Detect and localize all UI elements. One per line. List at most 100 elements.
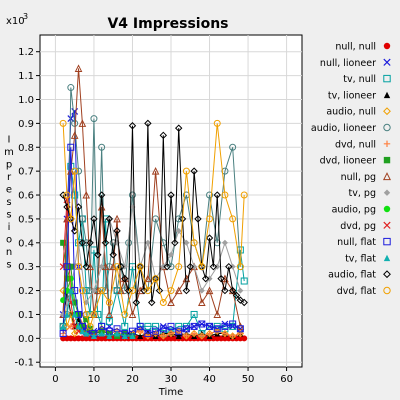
data-point — [98, 330, 105, 337]
data-point — [383, 123, 391, 132]
y-axis-label-char: s — [6, 197, 11, 208]
data-point — [117, 262, 125, 271]
data-point — [232, 291, 241, 300]
data-point — [128, 310, 137, 318]
legend-item: tv, flat — [345, 253, 391, 264]
data-point — [237, 287, 244, 294]
data-point — [67, 84, 75, 92]
data-point — [221, 191, 229, 199]
data-point — [191, 263, 198, 270]
data-point — [205, 286, 214, 295]
data-point — [101, 239, 110, 247]
y-multiplier: x10 3 — [6, 12, 28, 27]
data-point — [90, 287, 97, 294]
data-point — [78, 287, 86, 295]
data-point — [190, 310, 198, 318]
data-point — [137, 332, 144, 339]
data-point — [214, 263, 221, 270]
data-point — [160, 332, 167, 339]
data-point — [240, 277, 248, 285]
y-tick-label: 0.3 — [18, 262, 34, 273]
y-axis-label-char: p — [6, 160, 12, 171]
data-point — [383, 205, 391, 213]
data-point — [67, 143, 75, 151]
data-point — [136, 327, 144, 335]
data-point — [67, 215, 75, 223]
data-point — [160, 263, 167, 270]
legend-label: dvd, flat — [337, 286, 377, 297]
legend-item: tv, pg — [349, 188, 391, 199]
data-point — [67, 287, 74, 294]
data-point — [75, 167, 83, 175]
data-point — [383, 140, 391, 147]
x-tick-label: 60 — [280, 374, 293, 385]
y-axis-label-char: i — [8, 222, 11, 233]
axis-ticks: 0 10 20 30 40 50 60 -0.1 0.0 0.1 0.2 0.3 0.4 0.5 0.6 0.… — [14, 47, 292, 385]
data-point — [83, 316, 90, 323]
data-point — [67, 263, 74, 270]
data-point — [82, 190, 91, 199]
data-point — [67, 275, 74, 282]
data-point — [240, 298, 248, 307]
data-point — [175, 263, 183, 271]
data-point — [90, 115, 98, 123]
y-axis-label-char: o — [6, 235, 12, 246]
data-point — [383, 156, 391, 164]
data-point — [236, 263, 244, 271]
data-point — [198, 320, 206, 328]
data-point — [63, 191, 71, 199]
data-point — [174, 124, 183, 132]
data-point — [59, 263, 67, 271]
data-point — [63, 263, 71, 271]
legend-item: null, null — [335, 42, 391, 53]
legend-item: audio, lioneer — [311, 123, 391, 134]
y-tick-label: 0.6 — [18, 191, 34, 202]
data-point — [136, 322, 144, 330]
data-point — [71, 311, 78, 318]
data-point — [67, 167, 75, 175]
data-point — [94, 310, 102, 318]
series-line — [62, 123, 245, 303]
y-tick-label: 0.0 — [18, 334, 34, 345]
data-point — [190, 239, 198, 247]
data-point — [63, 275, 70, 282]
data-point — [114, 330, 121, 337]
data-point — [79, 328, 86, 335]
data-point — [113, 214, 121, 223]
legend-item: null, lioneer — [320, 58, 391, 69]
data-point — [213, 310, 222, 318]
data-point — [167, 191, 175, 199]
data-point — [383, 58, 391, 66]
data-point — [167, 298, 175, 307]
legend-item: null, flat — [337, 237, 391, 248]
y-tick-label: -0.1 — [14, 358, 34, 369]
data-point — [128, 191, 136, 199]
series-null-flat — [59, 143, 244, 338]
legend-label: tv, flat — [345, 253, 376, 264]
data-point — [144, 322, 152, 330]
legend-label: audio, lioneer — [311, 123, 376, 134]
data-point — [217, 274, 225, 283]
data-point — [182, 286, 191, 295]
legend-item: dvd, pg — [340, 221, 391, 232]
data-point — [109, 251, 117, 259]
data-point — [383, 286, 391, 295]
data-point — [105, 215, 114, 223]
data-point — [94, 251, 102, 259]
x-tick-label: 30 — [165, 374, 178, 385]
y-axis-label-char: r — [7, 172, 12, 183]
data-point — [228, 286, 237, 295]
legend-label: null, flat — [337, 237, 376, 248]
legend-item: dvd, null — [335, 139, 391, 150]
data-point — [59, 191, 67, 199]
data-point — [144, 274, 152, 283]
data-point — [121, 263, 128, 270]
data-point — [71, 299, 78, 306]
data-point — [198, 298, 206, 307]
data-point — [167, 322, 175, 330]
data-point — [105, 318, 113, 326]
data-point — [90, 215, 98, 223]
data-point — [183, 239, 190, 246]
y-axis-label-char: n — [6, 247, 12, 258]
data-point — [183, 332, 190, 339]
